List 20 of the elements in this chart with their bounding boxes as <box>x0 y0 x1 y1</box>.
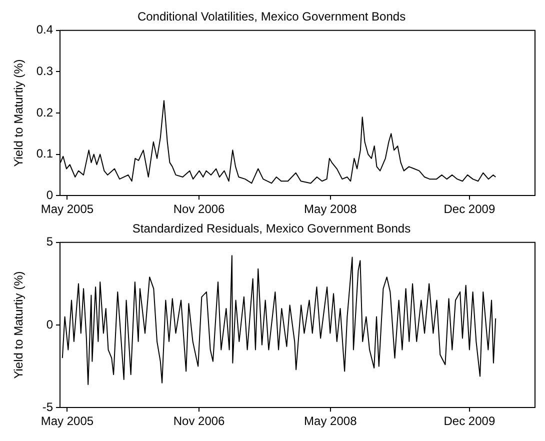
y-tick-label: 0.2 <box>36 105 54 120</box>
chart-title: Conditional Volatilities, Mexico Government Bonds <box>137 10 406 24</box>
x-tick-label: Dec 2009 <box>444 414 496 428</box>
x-tick-label: May 2005 <box>40 202 94 216</box>
y-tick-label: 0 <box>46 317 54 332</box>
chart-title: Standardized Residuals, Mexico Government Bonds <box>132 222 411 236</box>
y-tick-label: 5 <box>46 234 54 249</box>
x-tick-label: Nov 2006 <box>173 414 226 428</box>
y-tick-label: -5 <box>42 400 54 414</box>
y-tick-label: 0 <box>46 188 54 202</box>
y-axis-title: Yield to Maturtiy (%) <box>12 59 26 167</box>
y-axis-title: Yield to Maturtiy (%) <box>12 271 26 379</box>
x-tick-label: Nov 2006 <box>173 202 226 216</box>
x-tick-label: May 2005 <box>40 414 94 428</box>
y-tick-label: 0.4 <box>36 22 54 37</box>
x-tick-label: May 2008 <box>304 202 358 216</box>
y-tick-label: 0.1 <box>36 146 54 161</box>
y-tick-label: 0.3 <box>36 64 54 78</box>
x-tick-label: Dec 2009 <box>444 202 496 216</box>
x-tick-label: May 2008 <box>304 414 358 428</box>
